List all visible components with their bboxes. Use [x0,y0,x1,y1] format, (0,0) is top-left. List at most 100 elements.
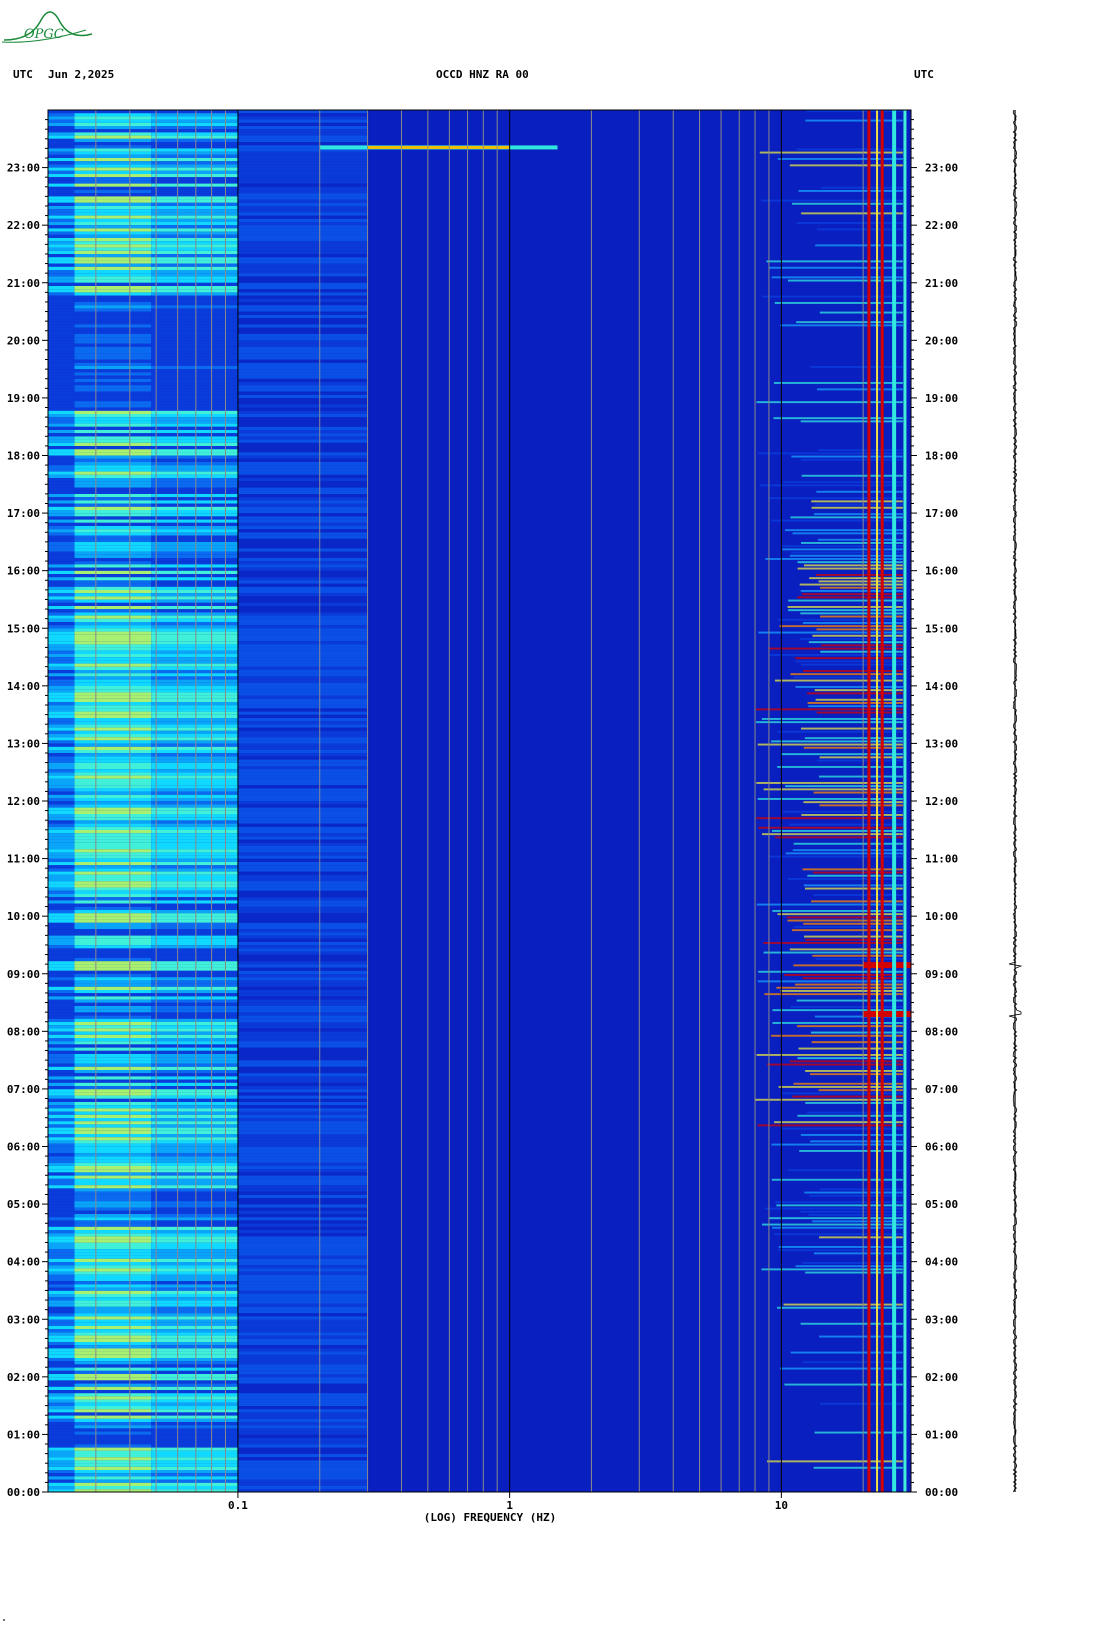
row-segment [810,1031,903,1034]
row-segment [237,410,368,414]
row-segment [74,129,152,133]
row-segment [74,366,152,370]
row-segment [74,1441,152,1445]
row-segment [151,852,238,856]
row-segment [799,638,903,640]
row-segment [48,753,75,757]
row-segment [151,657,238,661]
row-segment [151,830,238,834]
row-segment [237,858,368,862]
row-segment [74,1031,152,1035]
row-segment [48,1281,75,1285]
row-segment [48,567,75,571]
row-segment [237,849,368,853]
row-segment [48,948,75,952]
row-segment [237,1274,368,1278]
row-segment [237,935,368,939]
row-segment [237,1409,368,1413]
row-segment [810,1140,903,1143]
row-segment [237,465,368,469]
row-segment [48,574,75,578]
row-segment [151,634,238,638]
row-segment [237,721,368,725]
row-segment [151,513,238,517]
row-segment [816,490,903,493]
row-segment [237,1012,368,1016]
row-segment [74,436,152,440]
row-segment [48,1028,75,1032]
row-segment [74,1095,152,1099]
row-segment [151,516,238,520]
row-segment [74,302,152,306]
row-segment [74,439,152,443]
row-segment [48,1479,75,1483]
row-segment [74,1092,152,1096]
row-segment [151,1396,238,1400]
row-segment [74,318,152,322]
row-segment [803,884,903,887]
row-segment [237,609,368,613]
row-segment [48,932,75,936]
row-segment [151,1460,238,1464]
row-segment [48,746,75,750]
row-segment [74,833,152,837]
row-segment [151,1422,238,1426]
row-segment [48,862,75,866]
row-segment [74,1262,152,1266]
row-segment [797,567,903,570]
row-segment [151,1073,238,1077]
row-segment [237,314,368,318]
row-segment [151,401,238,405]
row-segment [767,1063,903,1066]
row-segment [151,1137,238,1141]
row-segment [800,458,903,461]
row-segment [237,1102,368,1106]
row-segment [237,1281,368,1285]
row-segment [237,695,368,699]
row-segment [48,916,75,920]
row-segment [151,791,238,795]
row-segment [778,1246,903,1248]
row-segment [237,702,368,706]
row-segment [48,295,75,299]
row-segment [74,1358,152,1362]
row-segment [802,593,903,596]
row-segment [151,474,238,478]
row-segment [48,305,75,309]
row-segment [48,279,75,283]
row-segment [151,759,238,763]
row-segment [48,724,75,728]
row-segment [151,654,238,658]
row-segment [757,452,903,455]
row-segment [151,1361,238,1365]
row-segment [151,689,238,693]
row-segment [237,1322,368,1326]
row-segment [48,734,75,738]
row-segment [48,820,75,824]
row-segment [151,938,238,942]
row-segment [74,1118,152,1122]
row-segment [48,356,75,360]
row-segment [74,471,152,475]
row-segment [48,1460,75,1464]
row-segment [771,740,903,743]
row-segment [74,410,152,414]
row-segment [48,1374,75,1378]
row-segment [48,657,75,661]
row-segment [48,298,75,302]
y-tick-label-left: 17:00 [7,507,40,520]
row-segment [74,1265,152,1269]
row-segment [151,404,238,408]
row-segment [237,698,368,702]
row-segment [74,682,152,686]
row-segment [48,302,75,306]
row-segment [783,810,903,813]
row-segment [237,826,368,830]
row-segment [782,1092,903,1095]
row-segment [48,1306,75,1310]
row-segment [151,1354,238,1358]
row-segment [237,356,368,360]
row-segment [48,1111,75,1115]
row-segment [48,506,75,510]
row-segment [48,529,75,533]
